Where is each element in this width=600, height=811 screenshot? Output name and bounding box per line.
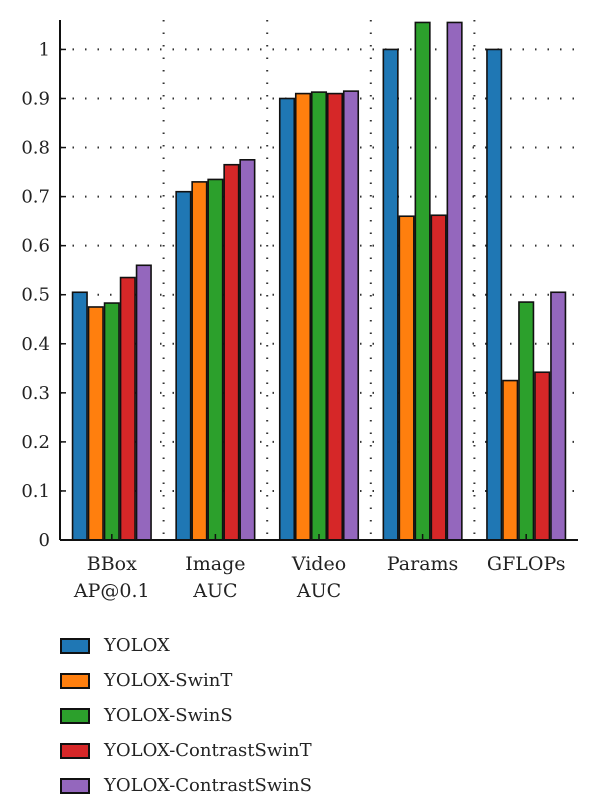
y-tick-label: 0.1 xyxy=(21,481,50,502)
x-tick-label: Video xyxy=(291,553,346,575)
x-tick-label: Params xyxy=(387,553,458,575)
legend-label: YOLOX-SwinS xyxy=(104,705,233,726)
bar xyxy=(175,190,192,541)
y-tick-label: 0.7 xyxy=(21,187,50,208)
legend-label: YOLOX xyxy=(104,635,170,656)
bars-group xyxy=(71,21,567,541)
y-tick-label: 0.3 xyxy=(21,383,50,404)
x-tick-label: GFLOPs xyxy=(487,553,566,575)
legend-item: YOLOX-SwinT xyxy=(60,663,312,698)
y-tick-label: 0 xyxy=(39,530,50,551)
y-tick-label: 1 xyxy=(39,39,50,60)
legend-label: YOLOX-ContrastSwinT xyxy=(104,740,312,761)
legend-label: YOLOX-SwinT xyxy=(104,670,233,691)
legend: YOLOX YOLOX-SwinT YOLOX-SwinS YOLOX-Contras… xyxy=(60,628,312,803)
legend-item: YOLOX xyxy=(60,628,312,663)
bar xyxy=(382,48,399,541)
x-tick-label: BBox xyxy=(87,553,137,575)
legend-item: YOLOX-SwinS xyxy=(60,698,312,733)
bar xyxy=(71,291,88,541)
bar xyxy=(398,215,415,541)
bar xyxy=(87,306,104,541)
y-tick-label: 0.5 xyxy=(21,285,50,306)
x-tick-label: AUC xyxy=(192,580,237,602)
bar xyxy=(342,90,360,541)
bar xyxy=(294,92,312,541)
bar xyxy=(278,97,296,541)
bar xyxy=(486,48,503,541)
y-tick-label: 0.2 xyxy=(21,432,50,453)
x-axis-labels: BBox AP@0.1 Image AUC Video AUC Params GFLOPs xyxy=(73,553,566,602)
bar xyxy=(207,178,224,541)
legend-swatch xyxy=(60,637,90,654)
x-tick-label: Image xyxy=(185,553,245,575)
x-tick-label: AUC xyxy=(296,580,341,602)
bar xyxy=(119,276,136,541)
bar xyxy=(534,371,551,541)
y-tick-label: 0.4 xyxy=(21,334,50,355)
legend-item: YOLOX-ContrastSwinS xyxy=(60,768,312,803)
bar xyxy=(310,91,328,541)
bar xyxy=(502,379,519,541)
bar xyxy=(326,92,344,541)
legend-swatch xyxy=(60,742,90,759)
bar xyxy=(446,21,463,541)
bar xyxy=(518,301,535,541)
y-tick-label: 0.6 xyxy=(21,236,50,257)
bar xyxy=(550,291,567,541)
bar xyxy=(103,302,120,541)
legend-swatch xyxy=(60,707,90,724)
bar xyxy=(430,214,447,541)
bar xyxy=(191,181,208,541)
legend-item: YOLOX-ContrastSwinT xyxy=(60,733,312,768)
bar xyxy=(239,159,256,541)
bar-chart: 0 0.1 0.2 0.3 0.4 0.5 0.6 0.7 0.8 0.9 1 BBox AP@0.1… xyxy=(21,20,578,602)
y-tick-label: 0.8 xyxy=(21,138,50,159)
bar xyxy=(223,163,240,541)
legend-label: YOLOX-ContrastSwinS xyxy=(104,775,312,796)
bar xyxy=(414,21,431,541)
legend-swatch xyxy=(60,672,90,689)
y-tick-label: 0.9 xyxy=(21,88,50,109)
axes xyxy=(59,20,578,541)
bar xyxy=(135,264,152,541)
legend-swatch xyxy=(60,777,90,794)
x-tick-label: AP@0.1 xyxy=(73,580,150,602)
y-axis-ticks: 0 0.1 0.2 0.3 0.4 0.5 0.6 0.7 0.8 0.9 1 xyxy=(21,39,66,551)
